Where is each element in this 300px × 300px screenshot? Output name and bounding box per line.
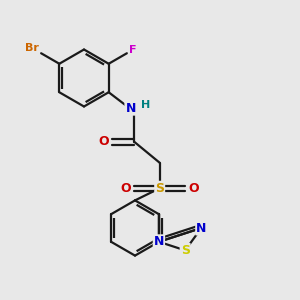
Text: S: S [181, 244, 190, 257]
Text: O: O [188, 182, 199, 195]
Text: Br: Br [25, 43, 39, 53]
Text: S: S [155, 182, 164, 195]
Text: O: O [121, 182, 131, 195]
Text: F: F [129, 45, 136, 55]
Text: H: H [141, 100, 150, 110]
Text: O: O [98, 135, 109, 148]
Text: N: N [196, 221, 207, 235]
Text: N: N [125, 102, 136, 115]
Text: N: N [154, 235, 164, 248]
